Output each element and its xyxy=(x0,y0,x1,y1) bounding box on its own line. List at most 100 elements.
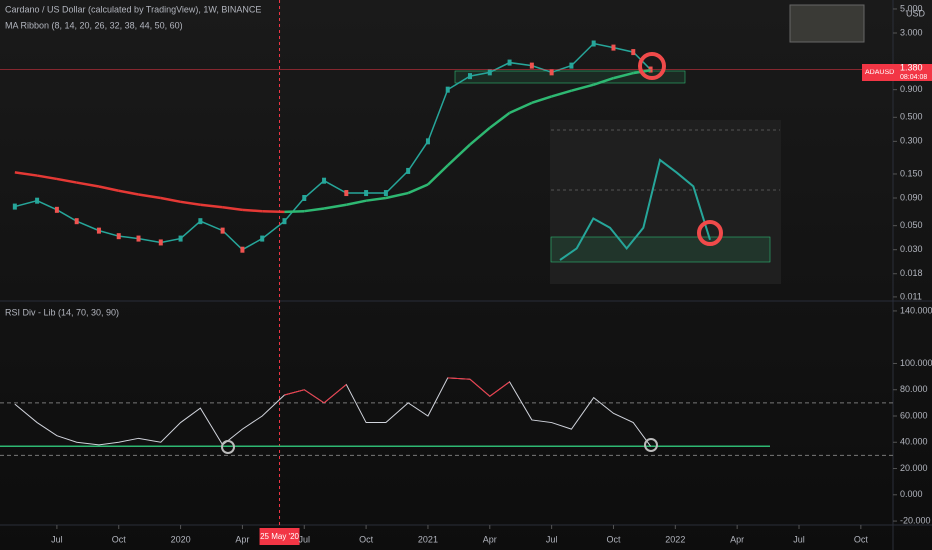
candle xyxy=(240,246,245,253)
segment xyxy=(262,209,285,214)
segment xyxy=(551,89,572,98)
segment xyxy=(304,207,325,213)
indicator: MA Ribbon (8, 14, 20, 26, 32, 38, 44, 50… xyxy=(5,20,183,30)
price-line xyxy=(14,42,652,251)
highlight-circle xyxy=(638,52,666,80)
segment xyxy=(303,389,325,404)
candle xyxy=(54,206,59,213)
candle xyxy=(611,44,616,51)
x-tick-label: Jul xyxy=(546,534,558,544)
segment xyxy=(323,384,347,404)
x-tick-label: Apr xyxy=(730,534,744,544)
candle xyxy=(468,73,472,80)
segment xyxy=(138,193,161,200)
segment xyxy=(242,208,263,213)
candle xyxy=(198,218,203,225)
candle xyxy=(322,177,327,184)
x-tick-label: Jul xyxy=(51,534,63,544)
candle xyxy=(96,227,101,234)
x-tick-label: Apr xyxy=(235,534,249,544)
candle xyxy=(425,138,430,145)
x-tick-label: Jul xyxy=(793,534,805,544)
x-tick-label: Apr xyxy=(483,534,497,544)
y-tick-label: 0.050 xyxy=(900,220,923,230)
currency: USD xyxy=(906,8,926,18)
segment xyxy=(180,200,201,206)
candle xyxy=(302,195,307,202)
segment xyxy=(76,181,100,188)
candle xyxy=(136,235,141,242)
segment xyxy=(323,203,347,210)
segment xyxy=(447,377,471,380)
crosshair-label: 25 May '20 xyxy=(260,532,299,541)
segment xyxy=(98,185,120,192)
y-tick-label: 100.000 xyxy=(900,358,932,368)
y-tick-label: 5.000 xyxy=(900,3,923,13)
y-tick-label: 0.150 xyxy=(900,168,923,178)
segment xyxy=(531,95,553,105)
candle xyxy=(35,197,40,204)
candle xyxy=(158,239,163,246)
candle xyxy=(631,49,636,56)
y-tick-label: 0.018 xyxy=(900,268,923,278)
candle xyxy=(344,190,349,197)
inset-line xyxy=(559,158,711,261)
segment xyxy=(56,177,77,184)
x-tick-label: Oct xyxy=(854,534,869,544)
y-tick-label: 60.000 xyxy=(900,410,928,420)
candle xyxy=(282,218,287,225)
segment xyxy=(613,71,634,80)
x-tick-label: Oct xyxy=(359,534,374,544)
segment xyxy=(509,101,533,114)
candle xyxy=(12,203,17,210)
y-tick-label: 80.000 xyxy=(900,384,928,394)
x-tick-label: 2020 xyxy=(171,534,191,544)
rsi-title: RSI Div - Lib (14, 70, 30, 90) xyxy=(5,307,119,317)
y-tick-label: 0.500 xyxy=(900,112,923,122)
segment xyxy=(385,191,409,200)
candle xyxy=(507,59,512,66)
divergence-circle xyxy=(221,440,235,454)
inset-zone xyxy=(550,236,771,263)
segment xyxy=(593,76,614,86)
segment xyxy=(14,171,38,177)
last-price: 1.380 xyxy=(900,62,923,72)
segment xyxy=(407,183,429,195)
y-tick-label: 20.000 xyxy=(900,463,928,473)
x-tick-label: Jul xyxy=(299,534,311,544)
y-tick-label: 140.000 xyxy=(900,305,932,315)
y-tick-label: 0.030 xyxy=(900,244,923,254)
candle xyxy=(220,227,225,234)
segment xyxy=(284,209,305,214)
segment xyxy=(365,196,387,202)
candle xyxy=(116,233,121,240)
candle xyxy=(549,69,554,76)
candle xyxy=(383,190,388,197)
price-tag xyxy=(862,64,932,81)
candle xyxy=(529,62,534,69)
segment xyxy=(222,205,243,212)
segment xyxy=(446,143,471,167)
candle xyxy=(487,69,492,76)
highlight-circle xyxy=(697,220,723,246)
x-tick-label: 2022 xyxy=(665,534,685,544)
segment xyxy=(489,111,511,129)
y-tick-label: 0.900 xyxy=(900,84,923,94)
segment xyxy=(571,83,595,92)
logo xyxy=(789,4,865,43)
segment xyxy=(469,126,491,146)
candle xyxy=(364,190,369,197)
symbol: Cardano / US Dollar (calculated by Tradi… xyxy=(5,4,261,14)
candle xyxy=(591,40,596,47)
segment xyxy=(284,389,305,396)
candle xyxy=(445,86,450,93)
y-tick-label: 0.090 xyxy=(900,192,923,202)
countdown: 08:04:08 xyxy=(900,74,927,81)
segment xyxy=(160,196,181,204)
y-tick-label: -20.000 xyxy=(900,515,931,525)
segment xyxy=(427,164,449,186)
x-tick-label: Oct xyxy=(606,534,621,544)
segment xyxy=(36,174,58,181)
y-tick-label: 3.000 xyxy=(900,27,923,37)
